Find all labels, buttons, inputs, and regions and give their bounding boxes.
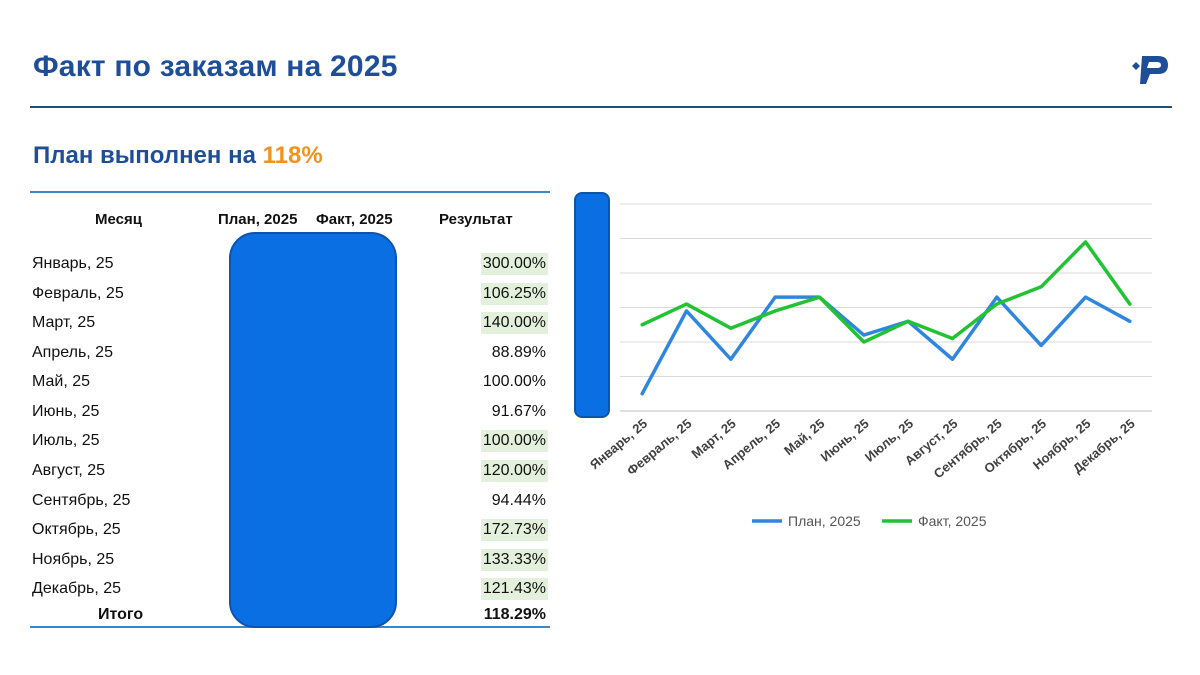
table-row-month: Июль, 25 — [32, 432, 100, 449]
plan-summary-value: 118% — [262, 142, 323, 169]
table-row-month: Март, 25 — [32, 314, 96, 331]
table-row-result: 121.43% — [480, 578, 548, 600]
series-line — [640, 295, 1132, 396]
table-row-result: 91.67% — [491, 403, 546, 420]
legend-label: Факт, 2025 — [918, 513, 987, 529]
total-value: 118.29% — [483, 606, 546, 623]
brand-logo-icon — [1132, 56, 1168, 84]
column-header-plan: План, 2025 — [218, 211, 298, 228]
table-row-month: Сентябрь, 25 — [32, 492, 131, 509]
table-row-month: Январь, 25 — [32, 255, 114, 272]
page-title: Факт по заказам на 2025 — [33, 50, 398, 83]
table-row-result: 120.00% — [480, 460, 548, 482]
table-row-result: 172.73% — [480, 519, 548, 541]
table-row-result: 133.33% — [480, 549, 548, 571]
table-row-result: 100.00% — [482, 373, 546, 390]
legend-label: План, 2025 — [788, 513, 861, 529]
redaction-block-table — [229, 232, 397, 628]
table-row-month: Июнь, 25 — [32, 403, 100, 420]
table-row-result: 88.89% — [491, 344, 546, 361]
x-tick-label: Июнь, 25 — [818, 416, 872, 465]
plan-summary: План выполнен на 118% — [33, 142, 323, 170]
table-top-border — [30, 191, 550, 193]
table-row-month: Май, 25 — [32, 373, 91, 390]
column-header-fact: Факт, 2025 — [316, 211, 393, 228]
table-row-month: Февраль, 25 — [32, 285, 124, 302]
plan-summary-prefix: План выполнен на — [33, 142, 263, 169]
table-row-month: Декабрь, 25 — [32, 580, 122, 597]
column-header-month: Месяц — [95, 211, 142, 228]
table-row-result: 100.00% — [480, 430, 548, 452]
redaction-block-axis — [574, 192, 610, 418]
column-header-result: Результат — [439, 211, 513, 228]
table-row-month: Октябрь, 25 — [32, 521, 121, 538]
table-row-result: 94.44% — [491, 492, 546, 509]
table-row-result: 300.00% — [480, 253, 548, 275]
table-row-result: 106.25% — [480, 283, 548, 305]
table-row-month: Август, 25 — [32, 462, 106, 479]
total-label: Итого — [98, 606, 144, 623]
table-row-result: 140.00% — [480, 312, 548, 334]
series-line — [640, 240, 1132, 344]
table-row-month: Апрель, 25 — [32, 344, 113, 361]
header-divider — [30, 106, 1172, 108]
table-row-month: Ноябрь, 25 — [32, 551, 115, 568]
